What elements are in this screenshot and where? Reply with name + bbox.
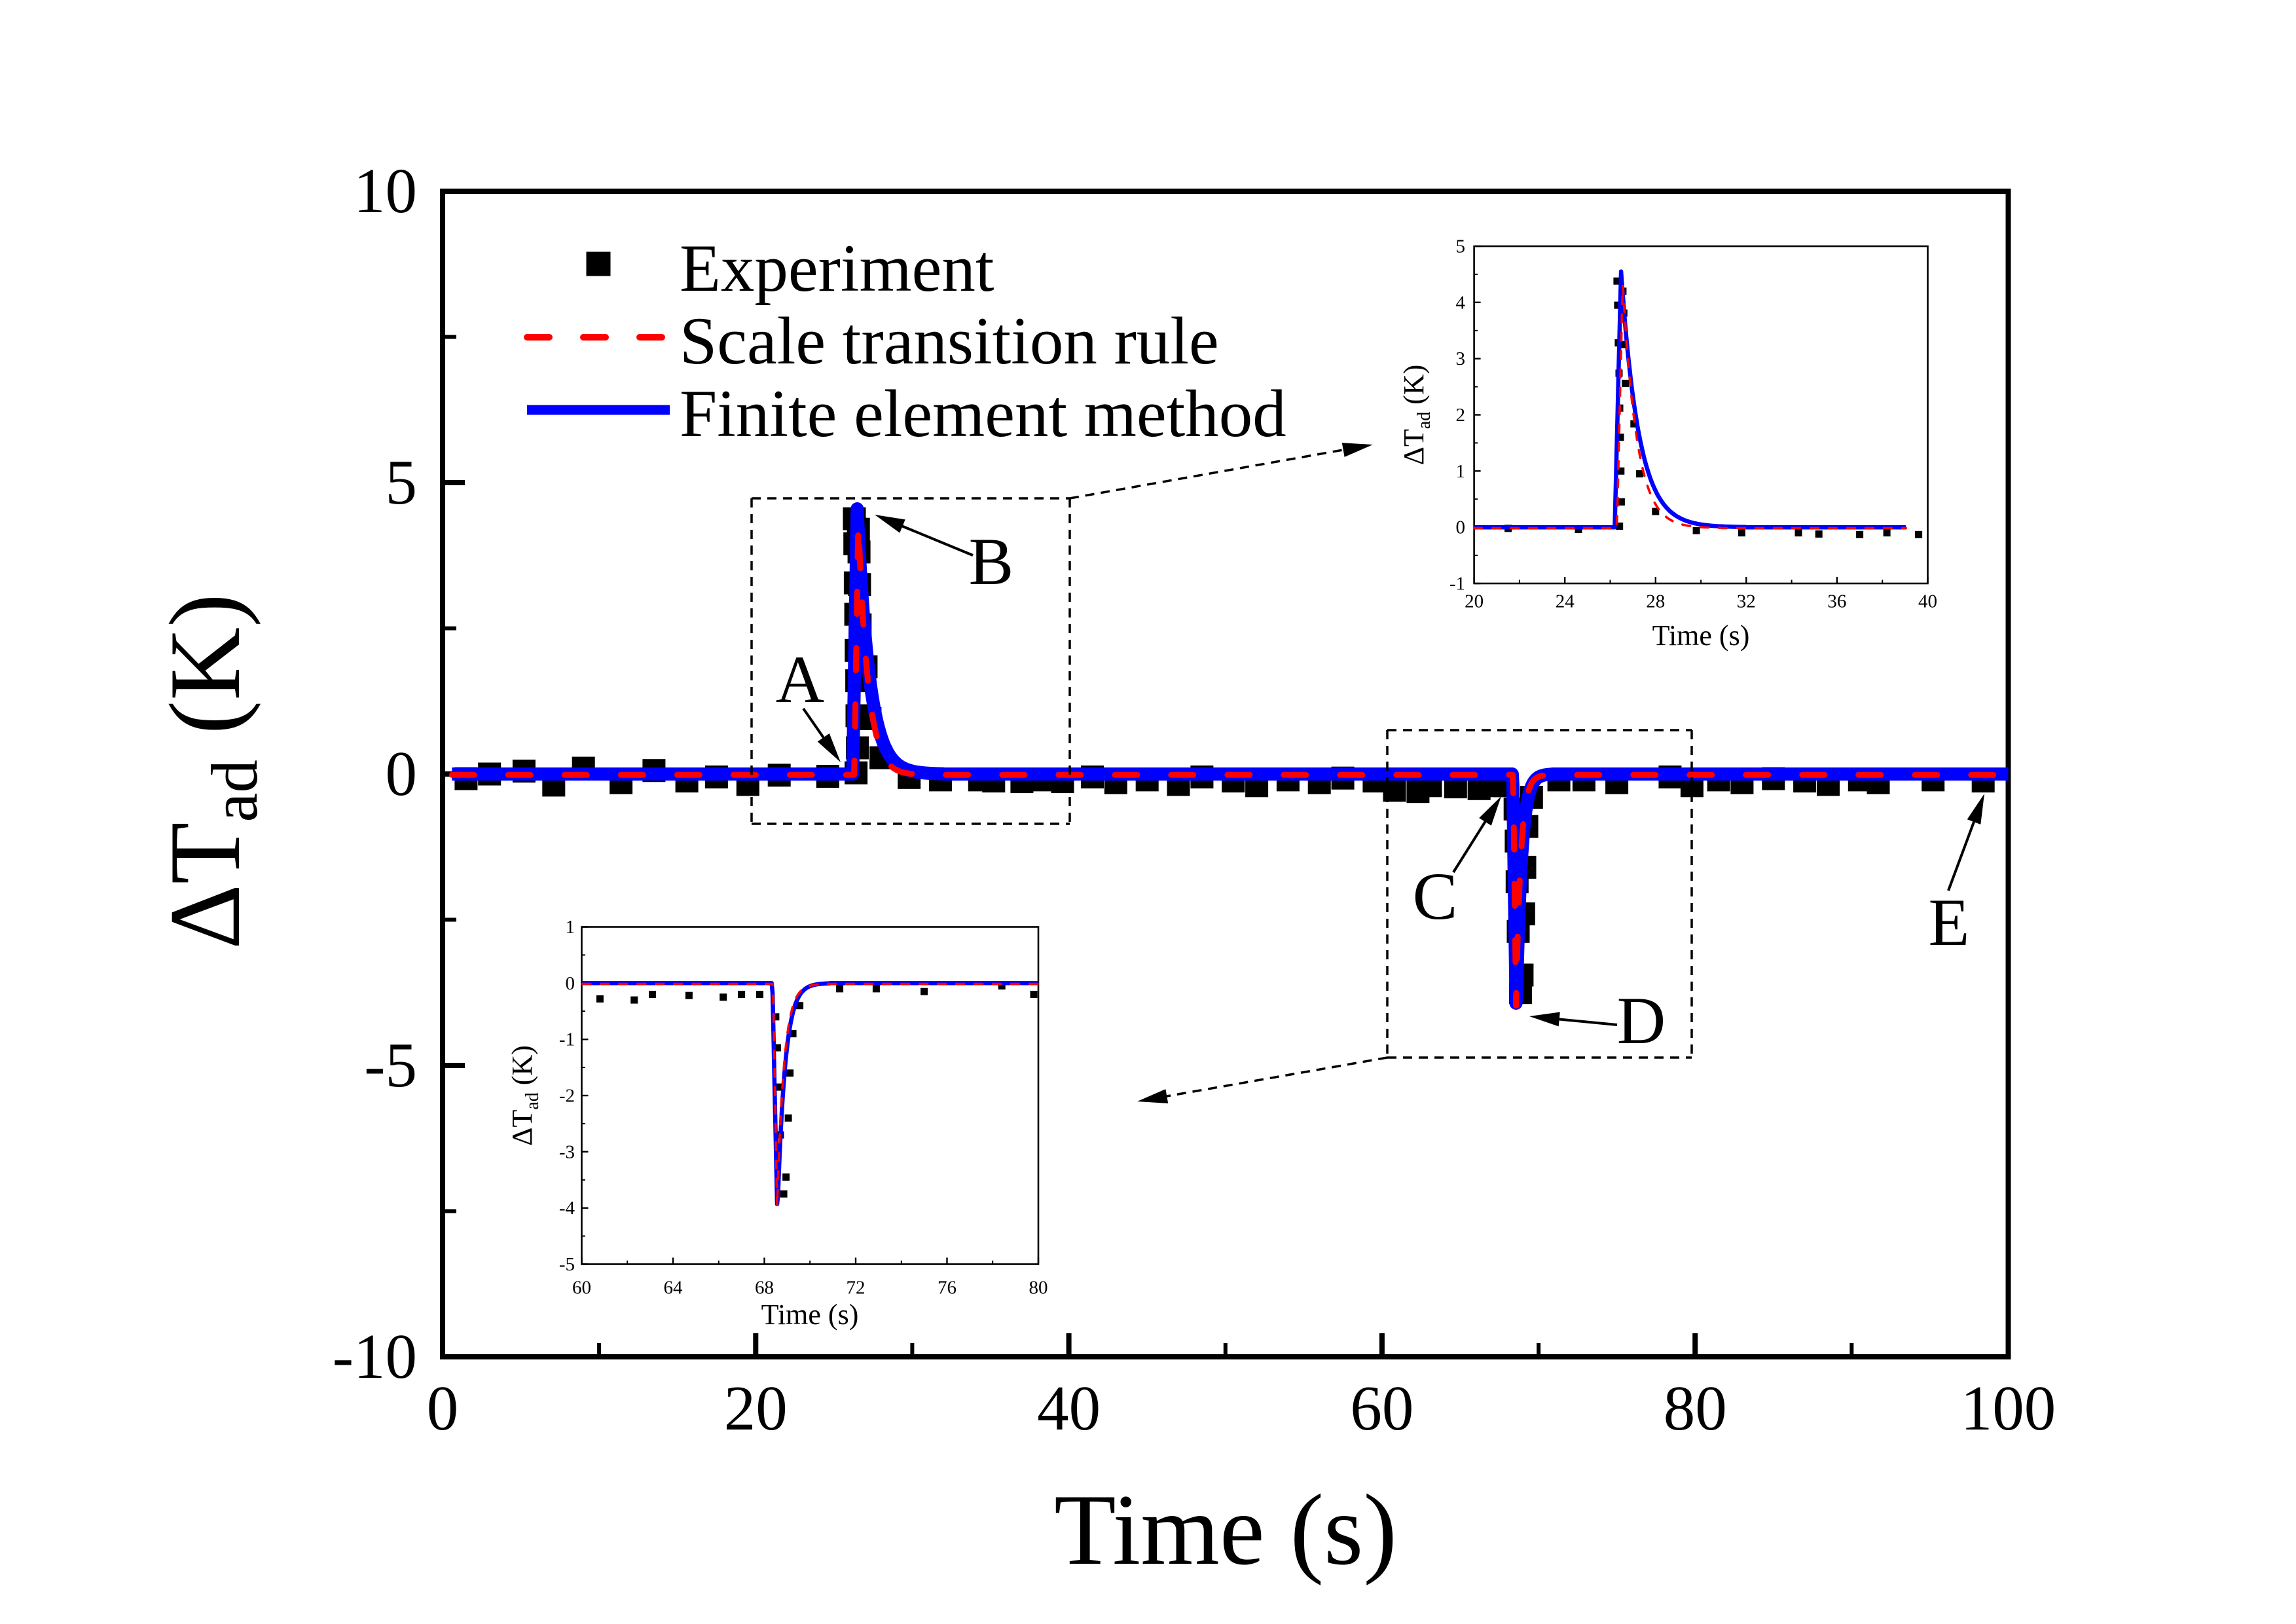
svg-text:32: 32 bbox=[1737, 591, 1756, 612]
svg-text:72: 72 bbox=[847, 1278, 866, 1299]
svg-text:80: 80 bbox=[1664, 1373, 1727, 1443]
svg-text:-3: -3 bbox=[559, 1141, 575, 1162]
svg-text:-2: -2 bbox=[559, 1086, 575, 1107]
svg-text:0: 0 bbox=[1456, 517, 1466, 538]
svg-text:B: B bbox=[969, 525, 1014, 599]
svg-text:64: 64 bbox=[664, 1278, 683, 1299]
svg-text:0: 0 bbox=[427, 1373, 459, 1443]
svg-text:28: 28 bbox=[1646, 591, 1665, 612]
svg-text:Finite element method: Finite element method bbox=[680, 377, 1286, 451]
svg-text:24: 24 bbox=[1556, 591, 1575, 612]
svg-text:-1: -1 bbox=[559, 1029, 575, 1050]
svg-text:Scale transition rule: Scale transition rule bbox=[680, 304, 1219, 378]
svg-text:C: C bbox=[1413, 859, 1458, 934]
svg-text:68: 68 bbox=[755, 1278, 774, 1299]
svg-text:4: 4 bbox=[1456, 292, 1466, 313]
svg-text:60: 60 bbox=[572, 1278, 591, 1299]
svg-text:-5: -5 bbox=[559, 1254, 575, 1275]
svg-text:36: 36 bbox=[1827, 591, 1846, 612]
svg-text:Experiment: Experiment bbox=[680, 231, 994, 306]
svg-text:80: 80 bbox=[1029, 1278, 1048, 1299]
svg-text:-5: -5 bbox=[364, 1030, 417, 1100]
svg-text:3: 3 bbox=[1456, 348, 1466, 369]
svg-text:A: A bbox=[776, 642, 824, 717]
svg-text:Time (s): Time (s) bbox=[1054, 1473, 1397, 1586]
svg-text:5: 5 bbox=[386, 447, 418, 517]
svg-text:2: 2 bbox=[1456, 405, 1466, 426]
svg-text:40: 40 bbox=[1918, 591, 1937, 612]
svg-text:-4: -4 bbox=[559, 1198, 575, 1219]
svg-text:100: 100 bbox=[1961, 1373, 2056, 1443]
svg-text:-1: -1 bbox=[1449, 574, 1465, 595]
svg-text:76: 76 bbox=[938, 1278, 957, 1299]
svg-text:60: 60 bbox=[1350, 1373, 1413, 1443]
svg-text:20: 20 bbox=[724, 1373, 788, 1443]
svg-text:5: 5 bbox=[1456, 236, 1466, 257]
svg-text:1: 1 bbox=[1456, 461, 1466, 482]
svg-text:E: E bbox=[1929, 885, 1970, 960]
svg-text:20: 20 bbox=[1465, 591, 1484, 612]
svg-text:1: 1 bbox=[566, 917, 575, 938]
svg-text:Time (s): Time (s) bbox=[1652, 619, 1750, 652]
svg-text:0: 0 bbox=[386, 739, 418, 809]
svg-text:0: 0 bbox=[566, 973, 575, 994]
svg-text:10: 10 bbox=[354, 156, 417, 226]
svg-text:D: D bbox=[1617, 984, 1666, 1058]
svg-text:-10: -10 bbox=[333, 1321, 417, 1392]
svg-text:Time (s): Time (s) bbox=[761, 1299, 859, 1331]
svg-text:40: 40 bbox=[1037, 1373, 1101, 1443]
